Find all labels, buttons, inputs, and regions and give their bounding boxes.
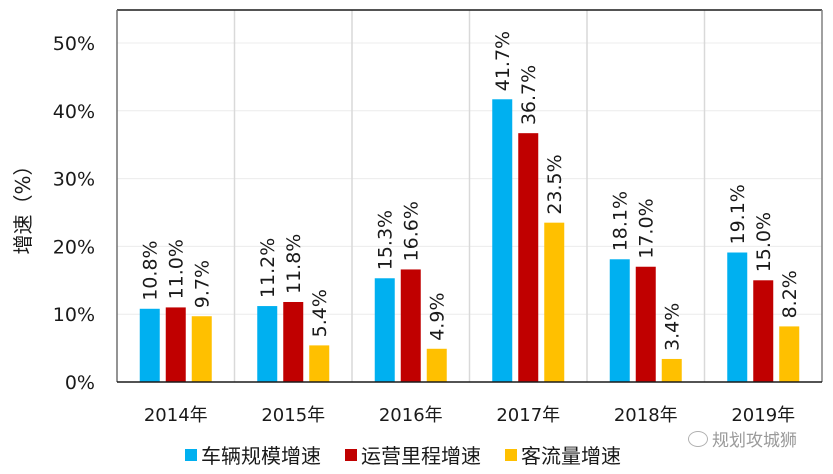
bar-2-4 (661, 358, 682, 382)
data-label-2-4: 3.4% (662, 303, 684, 351)
bar-0-3 (492, 99, 513, 383)
data-label-2-1: 5.4% (309, 289, 331, 337)
bar-1-2 (400, 269, 421, 382)
data-label-1-2: 16.6% (401, 201, 423, 261)
wechat-icon (688, 430, 708, 447)
legend-item-2: 客流量增速 (505, 440, 621, 469)
bar-1-3 (518, 133, 539, 382)
data-label-2-5: 8.2% (779, 270, 801, 318)
data-label-0-1: 11.2% (257, 238, 279, 298)
legend-label-0: 车辆规模增速 (201, 444, 321, 468)
bar-1-0 (165, 307, 186, 382)
data-label-2-0: 9.7% (192, 260, 214, 308)
data-label-2-3: 23.5% (544, 154, 566, 214)
watermark-text: 规划攻城狮 (712, 431, 797, 451)
data-label-1-5: 15.0% (753, 212, 775, 272)
y-tick-label-20: 20% (53, 236, 95, 258)
data-label-0-3: 41.7% (492, 31, 514, 91)
bar-1-5 (753, 280, 774, 382)
data-label-1-4: 17.0% (636, 198, 658, 258)
bar-2-0 (191, 316, 212, 382)
bar-0-4 (609, 259, 630, 382)
data-label-1-1: 11.8% (283, 234, 305, 294)
bar-2-2 (426, 348, 447, 382)
x-tick-label-5: 2019年 (731, 405, 795, 426)
data-label-0-5: 19.1% (727, 184, 749, 244)
bar-1-1 (283, 301, 304, 382)
legend-label-2: 客流量增速 (521, 444, 621, 468)
y-tick-label-40: 40% (53, 101, 95, 123)
data-label-0-4: 18.1% (610, 191, 632, 251)
bar-0-2 (374, 278, 395, 382)
bar-0-5 (727, 252, 748, 382)
data-label-1-3: 36.7% (518, 65, 540, 125)
x-tick-label-4: 2018年 (614, 405, 678, 426)
y-tick-label-30: 30% (53, 169, 95, 191)
legend-swatch-0 (185, 448, 197, 461)
watermark: 规划攻城狮 (688, 426, 797, 451)
bar-1-4 (635, 266, 656, 382)
data-label-1-0: 11.0% (166, 239, 188, 299)
data-label-0-0: 10.8% (140, 240, 162, 300)
legend-swatch-2 (505, 448, 517, 461)
y-tick-label-50: 50% (53, 33, 95, 55)
x-tick-label-0: 2014年 (144, 405, 208, 426)
y-axis-title: 增速（%） (11, 155, 35, 254)
data-label-0-2: 15.3% (375, 210, 397, 270)
bar-2-5 (779, 326, 800, 382)
bar-0-1 (257, 306, 278, 382)
legend-label-1: 运营里程增速 (361, 444, 481, 468)
legend: 车辆规模增速 运营里程增速 客流量增速 (185, 440, 621, 469)
legend-item-0: 车辆规模增速 (185, 440, 321, 469)
x-tick-label-1: 2015年 (261, 405, 325, 426)
bar-2-1 (309, 345, 330, 382)
y-tick-label-10: 10% (53, 304, 95, 326)
data-label-2-2: 4.9% (427, 292, 449, 340)
bar-2-3 (544, 222, 565, 382)
legend-item-1: 运营里程增速 (345, 440, 481, 469)
bar-0-0 (139, 308, 160, 382)
x-tick-label-2: 2016年 (379, 405, 443, 426)
legend-swatch-1 (345, 448, 357, 461)
y-tick-label-0: 0% (65, 372, 95, 394)
x-tick-label-3: 2017年 (496, 405, 560, 426)
